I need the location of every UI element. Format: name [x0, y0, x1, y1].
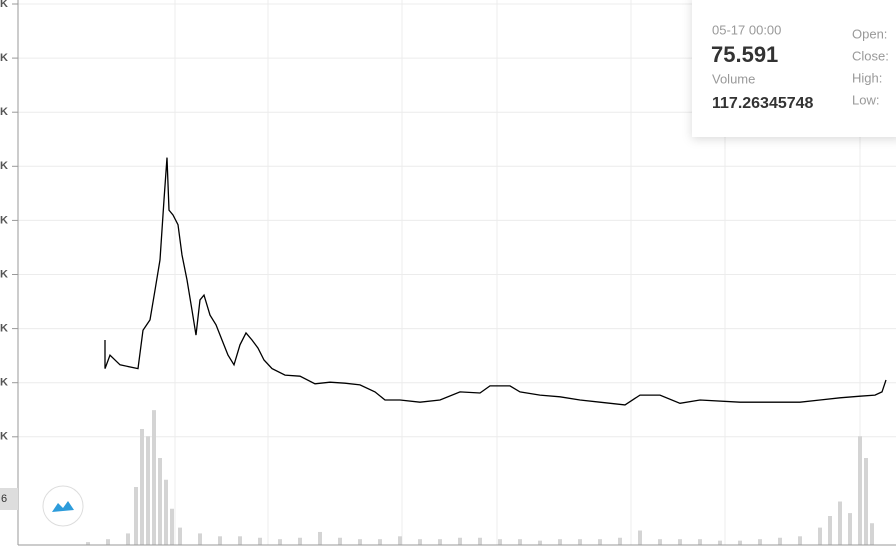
- y-tick-label: K: [0, 268, 8, 280]
- y-ticks: K K K K K K K K K: [0, 0, 18, 443]
- volume-bar: [870, 523, 874, 545]
- y-tick-label: K: [0, 160, 8, 172]
- volume-bar: [698, 539, 702, 545]
- volume-bar: [578, 539, 582, 545]
- y-tick-label: K: [0, 323, 8, 335]
- volume-bar: [298, 537, 302, 545]
- volume-bar: [238, 536, 242, 545]
- volume-bar: [718, 540, 722, 545]
- volume-bar: [438, 539, 442, 545]
- tooltip-low: Low:: [852, 92, 879, 107]
- volume-bar: [126, 533, 130, 545]
- volume-bar: [848, 513, 852, 545]
- volume-bar: [278, 539, 282, 545]
- volume-bar: [518, 539, 522, 545]
- volume-bar: [218, 536, 222, 545]
- volume-bar: [678, 539, 682, 545]
- volume-bar: [738, 540, 742, 545]
- volume-bar: [140, 429, 144, 545]
- tooltip-date: 05-17 00:00: [712, 22, 781, 37]
- tooltip-box: [692, 0, 896, 137]
- volume-bar: [106, 539, 110, 545]
- volume-bar: [258, 537, 262, 545]
- price-label-box: [0, 488, 18, 510]
- volume-bar: [558, 539, 562, 545]
- volume-bar: [164, 479, 168, 545]
- tooltip-volume-label: Volume: [712, 71, 755, 86]
- tooltip: 05-17 00:00 75.591 Volume 117.26345748 O…: [692, 0, 896, 137]
- volume-bar: [478, 537, 482, 545]
- tooltip-open: Open:: [852, 26, 887, 41]
- y-tick-label: K: [0, 106, 8, 118]
- volume: [86, 410, 874, 545]
- volume-bar: [170, 508, 174, 545]
- volume-bar: [158, 458, 162, 545]
- volume-bar: [198, 533, 202, 545]
- y-tick-label: K: [0, 214, 8, 226]
- volume-bar: [538, 540, 542, 545]
- volume-bar: [638, 530, 642, 545]
- y-tick-label: K: [0, 377, 8, 389]
- volume-bar: [146, 436, 150, 545]
- y-tick-label: K: [0, 0, 8, 10]
- y-tick-label: K: [0, 431, 8, 443]
- volume-bar: [838, 501, 842, 545]
- tooltip-high: High:: [852, 70, 882, 85]
- price-line: [104, 157, 887, 406]
- volume-bar: [598, 539, 602, 545]
- tooltip-close: Close:: [852, 48, 889, 63]
- volume-bar: [134, 487, 138, 545]
- logo-button[interactable]: [42, 485, 84, 527]
- volume-bar: [86, 542, 90, 545]
- y-tick-label: K: [0, 52, 8, 64]
- volume-bar: [864, 458, 868, 545]
- volume-bar: [758, 539, 762, 545]
- volume-bar: [828, 516, 832, 545]
- volume-bar: [318, 531, 322, 545]
- volume-bar: [178, 527, 182, 545]
- tooltip-price: 75.591: [711, 42, 778, 67]
- logo-icon: [52, 501, 74, 512]
- volume-bar: [658, 539, 662, 545]
- volume-bar: [358, 539, 362, 545]
- tooltip-volume: 117.26345748: [712, 95, 814, 112]
- price: [104, 157, 887, 406]
- volume-bar: [858, 436, 862, 545]
- volume-bar: [818, 527, 822, 545]
- volume-bar: [778, 537, 782, 545]
- volume-bar: [418, 539, 422, 545]
- volume-bar: [398, 536, 402, 545]
- volume-bar: [458, 537, 462, 545]
- volume-bar: [378, 539, 382, 545]
- price-label: 6: [1, 493, 7, 505]
- volume-bar: [152, 410, 156, 545]
- volume-bar: [498, 539, 502, 545]
- volume-bar: [338, 537, 342, 545]
- volume-bar: [618, 537, 622, 545]
- volume-bar: [798, 536, 802, 545]
